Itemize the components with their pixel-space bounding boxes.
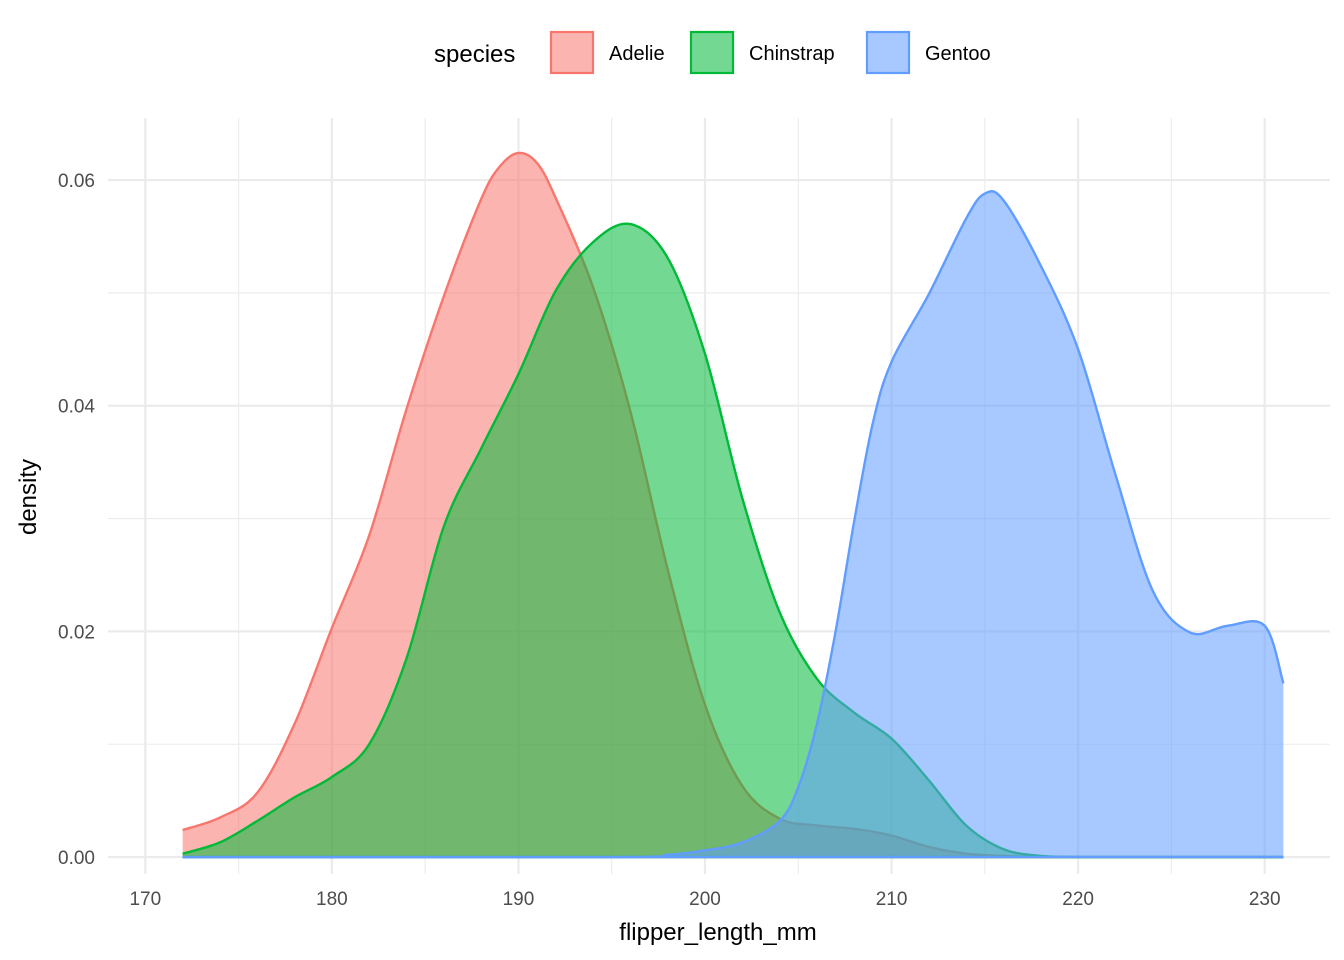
x-axis-title: flipper_length_mm (619, 919, 816, 946)
x-tick-label: 170 (129, 889, 161, 910)
legend-key-chinstrap (689, 30, 735, 75)
legend: species Adelie Chinstrap Gentoo (434, 30, 991, 75)
legend-key-gentoo (865, 30, 911, 75)
y-tick-label: 0.04 (58, 397, 95, 418)
y-tick-label: 0.06 (58, 171, 95, 192)
x-tick-label: 180 (316, 889, 348, 910)
area-fill-gentoo (182, 191, 1284, 858)
y-tick-label: 0.00 (58, 848, 95, 869)
x-tick-label: 190 (503, 889, 535, 910)
legend-key-adelie (549, 30, 595, 75)
y-tick-label: 0.02 (58, 622, 95, 643)
legend-label-gentoo: Gentoo (925, 43, 991, 65)
legend-title: species (434, 41, 515, 68)
legend-label-chinstrap: Chinstrap (749, 43, 835, 65)
x-tick-label: 230 (1249, 889, 1281, 910)
density-line-gentoo (182, 190, 1285, 859)
density-areas (182, 151, 1285, 859)
area-fill-chinstrap (182, 223, 1284, 858)
x-tick-label: 200 (689, 889, 721, 910)
axes: 170 180 190 200 210 220 230 0.00 0.02 0.04 0.06 (58, 171, 1281, 910)
legend-label-adelie: Adelie (609, 43, 665, 65)
y-axis-title: density (15, 459, 42, 535)
x-tick-label: 220 (1062, 889, 1094, 910)
x-tick-label: 210 (876, 889, 908, 910)
